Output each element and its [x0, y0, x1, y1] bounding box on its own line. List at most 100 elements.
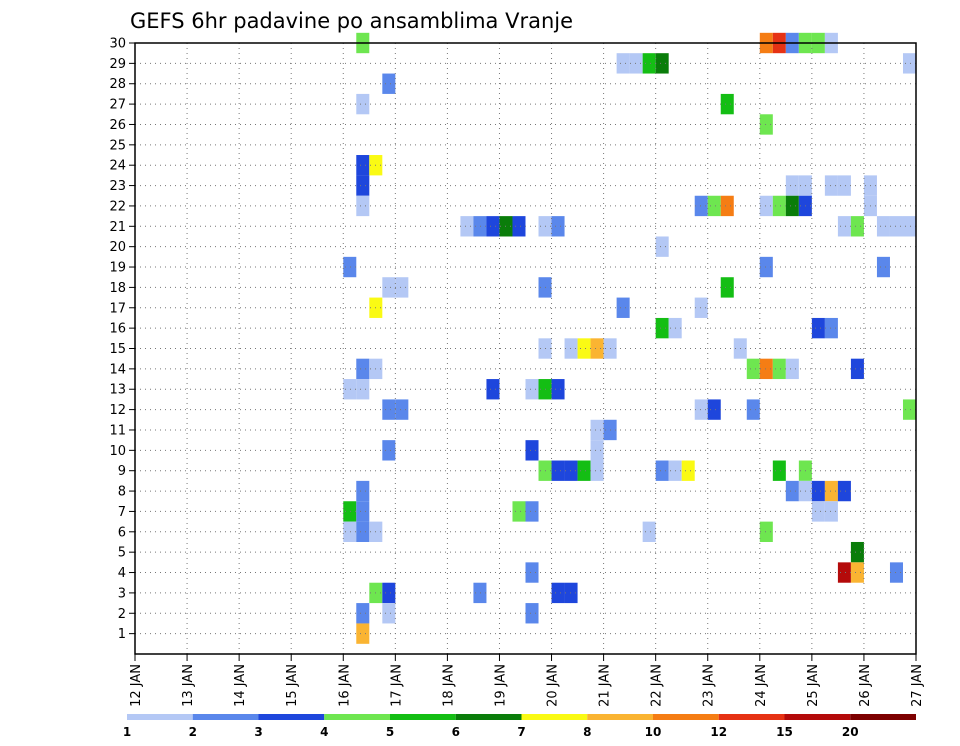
y-tick-label: 21 — [109, 220, 126, 235]
precip-cell — [902, 399, 916, 420]
precip-cell — [564, 460, 578, 481]
x-tick-label: 27 JAN — [910, 664, 925, 707]
y-tick-label: 29 — [109, 57, 126, 72]
precip-cell — [824, 480, 838, 502]
legend: 1 2 3 4 5 6 7 8 10 12 15 20 — [123, 714, 916, 739]
y-tick-label: 13 — [109, 383, 126, 398]
cells-layer — [343, 32, 916, 644]
precip-cell — [772, 460, 786, 481]
y-tick-label: 26 — [109, 118, 126, 133]
y-tick-label: 23 — [109, 179, 126, 194]
x-tick-label: 12 JAN — [129, 664, 144, 707]
legend-label: 6 — [452, 725, 460, 739]
precip-cell — [356, 93, 370, 115]
precip-cell — [655, 317, 669, 339]
precip-cell — [343, 501, 357, 522]
precip-cell — [759, 195, 773, 217]
y-tick-label: 18 — [109, 281, 126, 296]
precip-cell — [382, 399, 396, 420]
precip-cell — [811, 317, 825, 339]
y-tick-label: 10 — [109, 444, 126, 459]
legend-swatch — [587, 714, 653, 720]
x-tick-label: 15 JAN — [285, 664, 300, 707]
x-tick-label: 19 JAN — [493, 664, 508, 707]
legend-label: 2 — [189, 725, 197, 739]
precip-cell — [720, 93, 734, 115]
precip-cell — [551, 216, 565, 237]
y-tick-label: 8 — [118, 485, 126, 500]
y-tick-label: 14 — [109, 362, 126, 377]
chart-title: GEFS 6hr padavine po ansamblima Vranje — [130, 9, 573, 33]
x-tick-label: 26 JAN — [858, 664, 873, 707]
y-tick-label: 19 — [109, 261, 126, 276]
legend-swatch — [390, 714, 456, 720]
precip-cell — [850, 541, 864, 563]
precip-cell — [356, 175, 370, 196]
precip-cell — [343, 521, 357, 542]
legend-swatch — [850, 714, 916, 720]
precip-cell — [850, 562, 864, 583]
y-tick-label: 16 — [109, 322, 126, 337]
legend-swatch — [324, 714, 390, 720]
precip-cell — [629, 53, 643, 74]
y-tick-label: 9 — [118, 464, 126, 479]
precip-cell — [772, 195, 786, 217]
precip-cell — [382, 440, 396, 461]
precip-cell — [694, 195, 708, 217]
precip-cell — [824, 317, 838, 339]
y-tick-label: 27 — [109, 98, 126, 113]
precip-cell — [382, 277, 396, 298]
legend-label: 10 — [645, 725, 662, 739]
precip-cell — [356, 358, 370, 380]
precip-cell — [356, 521, 370, 542]
y-tick-label: 22 — [109, 199, 126, 214]
y-tick-label: 2 — [118, 607, 126, 622]
precip-cell — [486, 379, 500, 400]
precip-cell — [356, 480, 370, 502]
precip-cell — [512, 501, 526, 522]
precip-cell — [707, 195, 721, 217]
x-tick-label: 22 JAN — [650, 664, 665, 707]
precip-cell — [889, 562, 903, 583]
precip-cell — [356, 623, 370, 644]
precip-cell — [824, 175, 838, 196]
axis-layer: 1234567891011121314151617181920212223242… — [109, 37, 925, 707]
y-tick-label: 28 — [109, 77, 126, 92]
y-tick-label: 7 — [118, 505, 126, 520]
y-tick-label: 17 — [109, 301, 126, 316]
precip-cell — [382, 582, 396, 604]
precip-cell — [902, 53, 916, 74]
precip-cell — [616, 53, 630, 74]
precip-cell — [382, 73, 396, 94]
precip-cell — [590, 419, 604, 441]
x-tick-label: 13 JAN — [181, 664, 196, 707]
precip-cell — [655, 236, 669, 257]
precip-cell — [772, 358, 786, 380]
precip-cell — [395, 399, 409, 420]
precip-cell — [356, 155, 370, 176]
precip-cell — [655, 460, 669, 481]
precip-cell — [356, 501, 370, 522]
precip-cell — [356, 195, 370, 217]
legend-label: 12 — [710, 725, 727, 739]
precip-cell — [590, 460, 604, 481]
precip-cell — [850, 358, 864, 380]
x-tick-label: 16 JAN — [337, 664, 352, 707]
precip-cell — [720, 277, 734, 298]
precip-cell — [837, 216, 851, 237]
x-tick-label: 20 JAN — [546, 664, 561, 707]
precip-cell — [551, 460, 565, 481]
precip-cell — [785, 358, 799, 380]
precip-cell — [720, 195, 734, 217]
legend-label: 3 — [254, 725, 262, 739]
precip-cell — [564, 338, 578, 359]
legend-swatch — [455, 714, 522, 720]
x-tick-label: 25 JAN — [806, 664, 821, 707]
precip-cell — [837, 175, 851, 196]
x-tick-label: 18 JAN — [441, 664, 456, 707]
precip-cell — [564, 582, 578, 604]
precip-cell — [759, 114, 773, 135]
y-tick-label: 20 — [109, 240, 126, 255]
